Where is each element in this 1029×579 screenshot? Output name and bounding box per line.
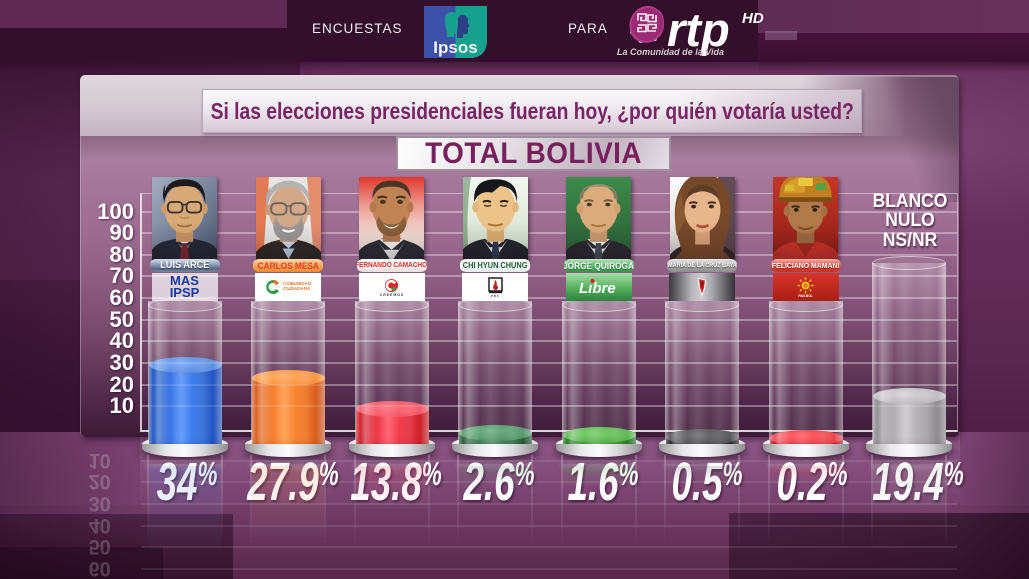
svg-text:rtp: rtp [667,5,730,56]
svg-text:Ipsos: Ipsos [433,38,477,57]
svg-text:Lıbre: Lıbre [579,280,616,297]
svg-text:HD: HD [742,10,764,27]
